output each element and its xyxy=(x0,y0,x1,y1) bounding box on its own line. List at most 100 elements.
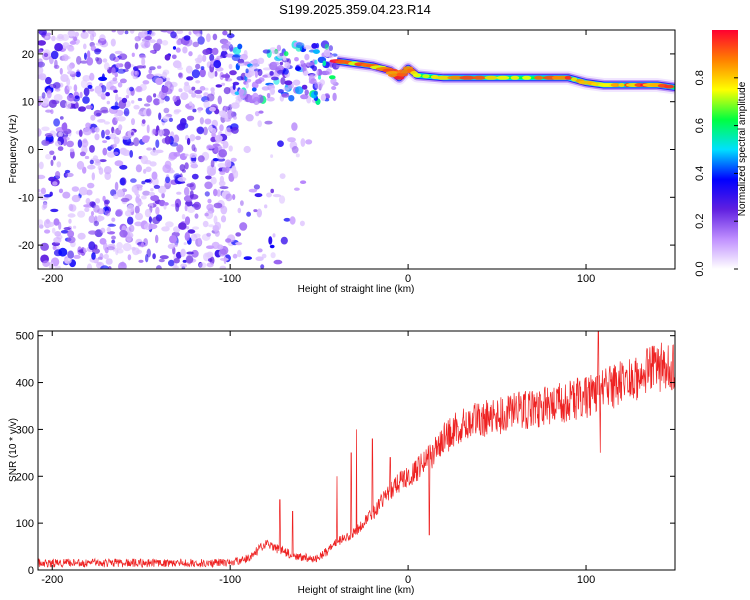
spectrogram-cell xyxy=(195,94,203,99)
spectrogram-cell xyxy=(40,242,49,251)
spectrogram-cell xyxy=(161,40,169,46)
spectrogram-cell xyxy=(243,256,252,260)
spectrogram-cell xyxy=(295,66,302,71)
spectrogram-cell xyxy=(164,54,171,61)
spectrogram-cell xyxy=(219,186,229,190)
spectrogram-cell xyxy=(268,236,273,245)
spectrogram-cell xyxy=(148,68,152,74)
spectrogram-cell xyxy=(328,45,333,52)
spectrogram-cell xyxy=(111,67,116,75)
spectrogram-cell xyxy=(149,66,156,71)
spectrogram-cell xyxy=(55,171,61,179)
spectrogram-cell xyxy=(219,175,225,183)
spectrogram-cell xyxy=(158,112,162,121)
spectrogram-cell xyxy=(101,129,105,139)
spectrogram-peak xyxy=(496,75,510,80)
spectrogram-cell xyxy=(67,236,76,244)
spectrogram-cell xyxy=(197,108,202,113)
spectrogram-cell xyxy=(83,247,87,253)
spectrogram-cell xyxy=(262,49,271,54)
spectrogram-cell xyxy=(206,33,211,43)
y-tick-label: 400 xyxy=(16,378,34,390)
spectrogram-cell xyxy=(301,84,308,90)
spectrogram-cell xyxy=(85,197,91,205)
spectrogram-cell xyxy=(291,122,298,131)
spectrogram-cell xyxy=(231,126,239,134)
spectrogram-cell xyxy=(52,155,57,161)
spectrogram-cell xyxy=(83,204,90,208)
spectrogram-cell xyxy=(129,30,135,34)
colorbar-ticks: 0.0 0.2 0.4 0.6 0.8 xyxy=(694,70,738,277)
spectrogram-cell xyxy=(178,72,183,78)
spectrogram-cell xyxy=(214,134,223,142)
spectrogram-cell xyxy=(331,86,337,90)
spectrogram-cell xyxy=(144,208,151,218)
spectrogram-cell xyxy=(115,116,119,122)
y-tick-label: 10 xyxy=(22,97,34,109)
spectrogram-cell xyxy=(73,36,78,42)
spectrogram-cell xyxy=(202,220,209,228)
spectrogram-cell xyxy=(67,230,75,238)
spectrogram-cell xyxy=(237,43,243,50)
spectrogram-cell xyxy=(210,136,216,143)
spectrogram-cell xyxy=(189,134,196,142)
spectrogram-cell xyxy=(46,90,52,99)
spectrogram-cell xyxy=(159,255,169,260)
spectrogram-cell xyxy=(303,45,312,50)
spectrogram-cell xyxy=(186,137,191,146)
spectrogram-cell xyxy=(233,115,237,120)
spectrogram-cell xyxy=(314,82,324,90)
spectrogram-cell xyxy=(148,223,158,230)
spectrogram-cell xyxy=(228,63,233,70)
spectrogram-cell xyxy=(271,61,280,66)
spectrogram-cell xyxy=(198,262,207,269)
spectrogram-cell xyxy=(153,42,161,52)
spectrogram-cell xyxy=(212,158,219,162)
spectrogram-peak xyxy=(534,75,544,80)
spectrogram-cell xyxy=(183,242,187,246)
spectrogram-cell xyxy=(207,69,216,79)
colorbar-label: Normalized spectral amplitude xyxy=(737,81,748,216)
spectrogram-cell xyxy=(99,34,106,42)
spectrogram-cell xyxy=(199,68,206,78)
spectrogram-cell xyxy=(139,54,147,59)
spectrogram-cell xyxy=(206,245,215,249)
spectrogram-cell xyxy=(223,87,231,95)
y-tick-label: 500 xyxy=(16,331,34,343)
spectrogram-cell xyxy=(68,203,74,211)
spectrogram-cell xyxy=(288,95,295,102)
spectrogram-cell xyxy=(225,238,232,243)
spectrogram-cell xyxy=(243,50,248,58)
spectrogram-cell xyxy=(91,172,96,181)
spectrogram-cell xyxy=(299,220,305,227)
spectrogram-cell xyxy=(64,169,71,174)
spectrogram-cell xyxy=(214,70,218,77)
spectrogram-cell xyxy=(217,162,226,168)
spectrogram-peak xyxy=(459,75,476,80)
spectrogram-cell xyxy=(315,68,319,77)
spectrogram-cell xyxy=(148,191,155,197)
spectrogram-cell xyxy=(167,243,176,249)
spectrogram-cell xyxy=(280,236,288,245)
spectrogram-peak xyxy=(618,83,625,87)
spectrogram-cell xyxy=(213,202,223,209)
spectrogram-cell xyxy=(87,164,96,170)
spectrogram-cell xyxy=(314,59,318,65)
spectrogram-cell xyxy=(117,68,126,74)
spectrogram-cell xyxy=(153,93,157,98)
spectrogram-cell xyxy=(323,48,331,58)
spectrogram-cell xyxy=(210,159,215,168)
colorbar-tick-label: 0.0 xyxy=(694,261,706,276)
spectrogram-cell xyxy=(133,104,140,110)
spectrogram-cell xyxy=(271,50,280,55)
spectrogram-cell xyxy=(134,221,143,227)
spectrogram-cell xyxy=(49,150,55,156)
spectrogram-cell xyxy=(54,43,63,52)
spectrogram-cell xyxy=(107,266,112,269)
spectrogram-cell xyxy=(150,150,159,156)
x-tick-label: 100 xyxy=(577,273,595,285)
spectrogram-cell xyxy=(185,200,193,207)
spectrogram-cell xyxy=(82,127,92,136)
spectrogram-cell xyxy=(156,265,162,269)
spectrogram-cell xyxy=(260,264,265,269)
